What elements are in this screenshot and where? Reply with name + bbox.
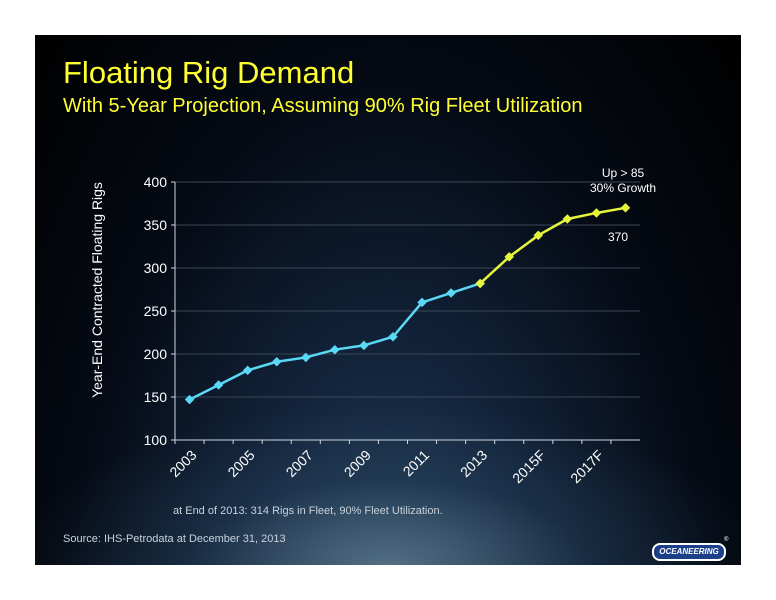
series-markers <box>184 202 631 405</box>
data-point-historical-2012 <box>446 288 456 298</box>
slide-title: Floating Rig Demand <box>63 55 355 90</box>
data-point-projection-2015 <box>533 230 544 241</box>
gridlines <box>175 181 640 398</box>
data-point-historical-2007 <box>300 352 311 363</box>
series-lines <box>188 206 626 401</box>
oceaneering-logo: OCEANEERING <box>652 543 726 561</box>
x-tick-label-2005: 2005 <box>224 447 257 480</box>
x-tick-label-2015F: 2015F <box>509 447 548 486</box>
x-tick-label-2017F: 2017F <box>567 447 606 486</box>
fleet-note: at End of 2013: 314 Rigs in Fleet, 90% F… <box>173 505 443 517</box>
annotation-growth: 30% Growth <box>590 181 656 195</box>
registered-mark: ® <box>724 537 729 543</box>
series-line-projection <box>479 206 626 285</box>
data-point-historical-2011 <box>417 297 427 308</box>
data-point-historical-2005 <box>242 365 253 376</box>
y-tick-labels: 100 150 200 250 300 350 400 <box>144 174 168 448</box>
y-axis-label: Year-End Contracted Floating Rigs <box>89 182 105 398</box>
slide: Floating Rig Demand With 5-Year Projecti… <box>35 35 741 565</box>
x-tick-labels: 2003 2005 2007 2009 2011 2013 2015F 2017F <box>166 447 606 487</box>
series-line-historical <box>188 282 481 401</box>
data-point-historical-2009 <box>359 340 369 351</box>
x-tick-label-2009: 2009 <box>341 447 374 480</box>
y-tick-label-250: 250 <box>144 303 168 319</box>
y-tick-label-300: 300 <box>144 260 168 276</box>
data-point-projection-2018 <box>620 202 631 213</box>
x-tick-label-2003: 2003 <box>166 447 199 480</box>
x-tick-label-2007: 2007 <box>283 447 316 480</box>
data-point-projection-2013 <box>475 278 486 289</box>
y-tick-label-400: 400 <box>144 174 168 190</box>
annotation-up-85: Up > 85 <box>602 166 645 180</box>
data-point-historical-2003 <box>184 394 195 405</box>
data-point-historical-2008 <box>329 344 340 355</box>
data-point-historical-2006 <box>271 356 282 367</box>
y-tick-label-350: 350 <box>144 217 168 233</box>
x-tick-label-2013: 2013 <box>457 447 490 480</box>
y-tick-label-200: 200 <box>144 346 168 362</box>
x-tick-label-2011: 2011 <box>400 447 433 480</box>
y-tick-label-150: 150 <box>144 389 168 405</box>
data-point-projection-2014 <box>504 251 515 262</box>
axes <box>171 181 640 444</box>
data-point-historical-2010 <box>388 331 398 342</box>
source-note: Source: IHS-Petrodata at December 31, 20… <box>63 533 286 545</box>
data-point-projection-2016 <box>562 214 573 224</box>
data-point-projection-2017 <box>591 208 602 218</box>
annotation-final-value: 370 <box>608 230 628 244</box>
y-tick-label-100: 100 <box>144 432 168 448</box>
slide-subtitle: With 5-Year Projection, Assuming 90% Rig… <box>63 95 583 117</box>
data-point-historical-2004 <box>213 380 224 390</box>
